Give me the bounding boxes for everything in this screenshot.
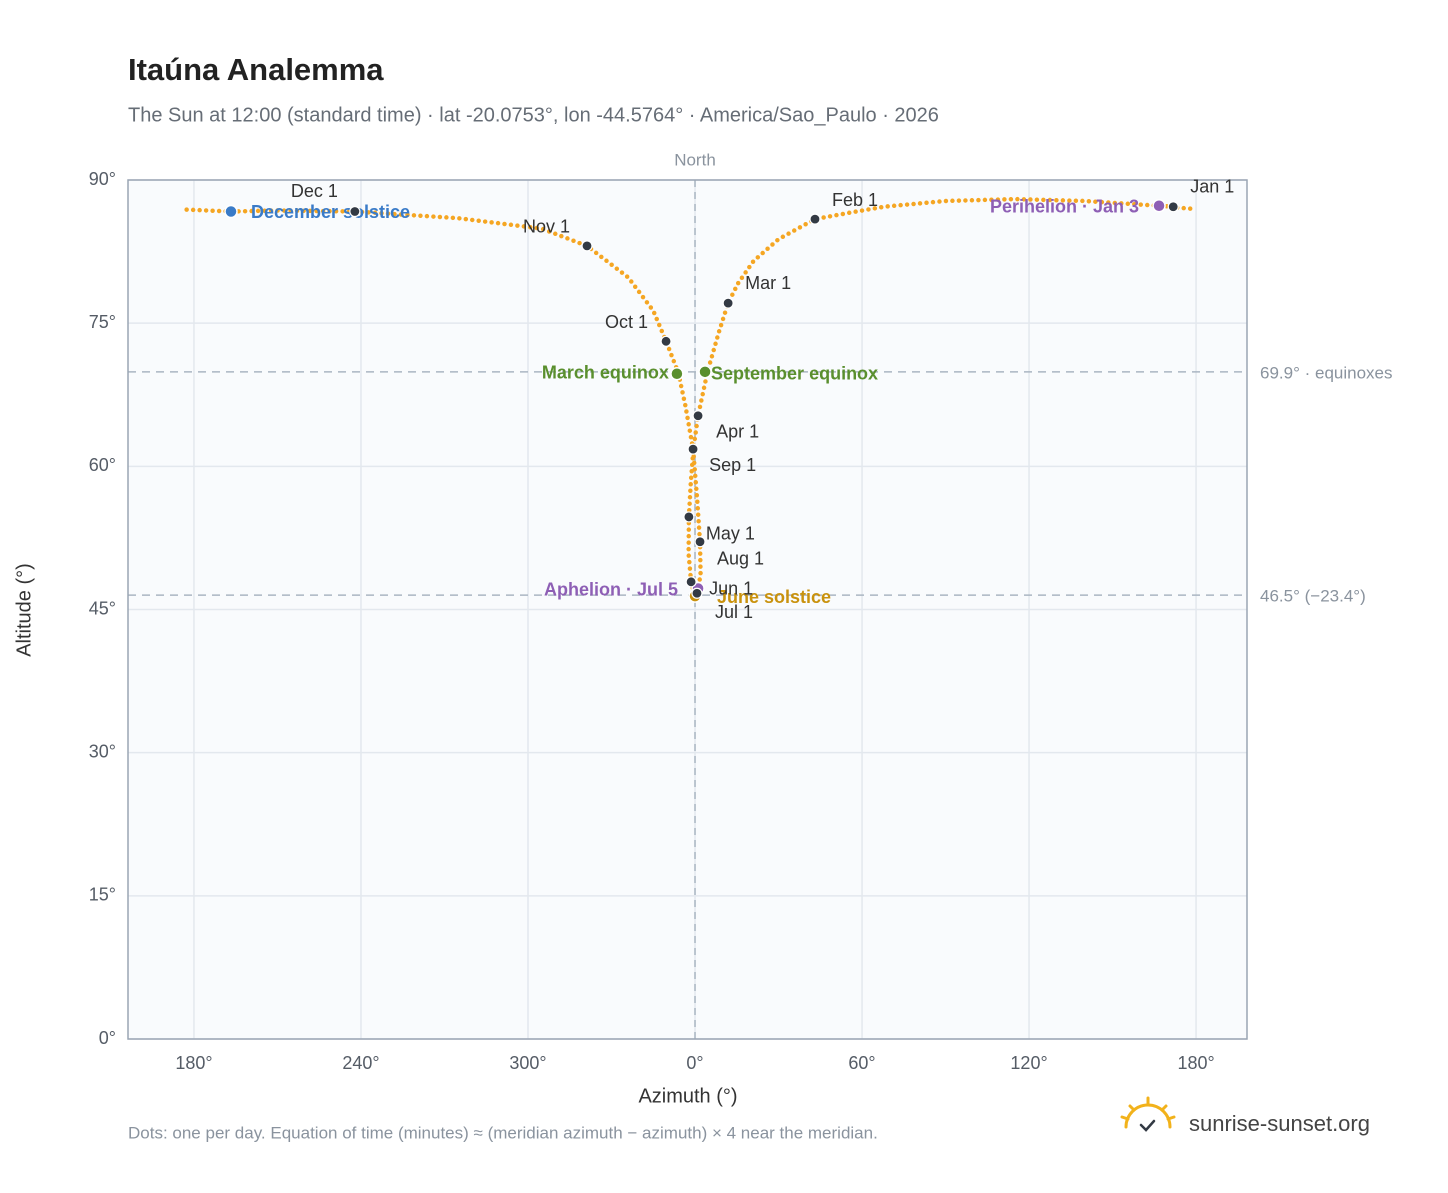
month-label: Nov 1 (523, 217, 570, 237)
reference-label: 46.5° (−23.4°) (1260, 587, 1366, 606)
event-marker (698, 365, 712, 379)
x-axis-label: Azimuth (°) (638, 1085, 737, 1107)
month-marker (683, 511, 695, 523)
event-label: Aphelion · Jul 5 (544, 579, 678, 599)
footnote: Dots: one per day. Equation of time (min… (128, 1123, 878, 1142)
x-tick-label: 60° (848, 1053, 875, 1073)
y-tick-label: 90° (89, 169, 116, 189)
chart-title: Itaúna Analemma (128, 52, 384, 87)
y-tick-label: 0° (99, 1028, 116, 1048)
y-tick-label: 60° (89, 455, 116, 475)
event-label: December solstice (251, 202, 410, 222)
month-label: May 1 (706, 524, 755, 544)
month-label: Mar 1 (745, 273, 791, 293)
month-label: Jul 1 (715, 602, 753, 622)
month-label: Jun 1 (709, 579, 753, 599)
daily-sun-dots (183, 196, 1193, 602)
x-tick-label: 240° (342, 1053, 379, 1073)
meridian-label: North (674, 150, 716, 169)
y-tick-label: 15° (89, 885, 116, 905)
brand-name: sunrise-sunset.org (1189, 1111, 1370, 1136)
event-label: June solstice (717, 587, 831, 607)
event-marker (670, 367, 684, 381)
brand-logo (1120, 1096, 1176, 1132)
month-marker (349, 205, 361, 218)
month-label: Aug 1 (717, 548, 764, 568)
month-marker (809, 213, 821, 225)
x-tick-label: 0° (686, 1053, 703, 1073)
month-label: Feb 1 (832, 190, 878, 210)
chart-subtitle: The Sun at 12:00 (standard time) · lat -… (128, 104, 939, 126)
x-tick-label: 300° (509, 1053, 546, 1073)
event-marker (224, 204, 238, 219)
month-label: Apr 1 (716, 421, 759, 441)
reference-label: 69.9° · equinoxes (1260, 363, 1393, 382)
month-marker (687, 443, 699, 455)
event-marker (1152, 199, 1166, 213)
month-marker (722, 297, 734, 309)
month-marker (685, 576, 697, 588)
month-marker (692, 410, 704, 422)
event-label: March equinox (542, 363, 669, 383)
y-tick-label: 45° (89, 598, 116, 618)
plot-border (127, 179, 1248, 1040)
x-tick-label: 180° (175, 1053, 212, 1073)
month-marker (691, 587, 703, 599)
month-label: Jan 1 (1190, 176, 1234, 196)
x-tick-label: 180° (1177, 1053, 1214, 1073)
event-label: September equinox (711, 364, 878, 384)
month-marker (694, 536, 706, 548)
month-label: Sep 1 (709, 455, 756, 475)
x-tick-label: 120° (1010, 1053, 1047, 1073)
y-axis-label: Altitude (°) (13, 563, 35, 657)
y-tick-label: 75° (89, 312, 116, 332)
month-marker (660, 335, 672, 347)
month-marker (581, 240, 593, 252)
y-tick-label: 30° (89, 741, 116, 761)
event-label: Perihelion · Jan 3 (990, 197, 1139, 217)
month-label: Dec 1 (291, 181, 338, 201)
month-marker (1167, 201, 1179, 213)
month-label: Oct 1 (605, 312, 648, 332)
